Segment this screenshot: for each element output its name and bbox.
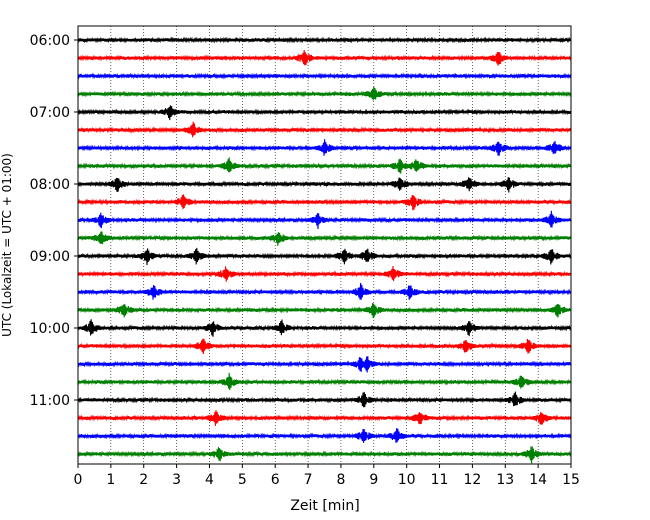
seismogram-trace	[77, 356, 572, 373]
seismogram-trace	[77, 36, 572, 44]
seismogram-trace	[77, 231, 572, 246]
x-tick-label: 5	[238, 472, 247, 488]
seismogram-trace	[77, 139, 572, 156]
y-tick-label: 08:00	[30, 177, 70, 193]
seismogram-trace	[77, 428, 572, 443]
x-tick-label: 4	[205, 472, 214, 488]
grid-lines	[110, 26, 539, 464]
x-tick-label: 9	[369, 472, 378, 488]
y-axis-label: UTC (Lokalzeit = UTC + 01:00)	[0, 153, 14, 337]
seismogram-trace	[77, 121, 572, 138]
seismogram-trace	[77, 282, 572, 300]
seismogram-trace	[77, 319, 572, 337]
y-tick-label: 11:00	[30, 393, 70, 409]
x-tick-label: 0	[74, 472, 83, 488]
seismogram-trace	[77, 72, 572, 80]
x-axis-label: Zeit [min]	[290, 498, 359, 514]
y-tick-label: 07:00	[30, 105, 70, 121]
y-tick-label: 10:00	[30, 321, 70, 337]
x-tick-label: 11	[431, 472, 449, 488]
x-tick-label: 8	[336, 472, 345, 488]
seismogram-trace	[77, 247, 572, 265]
x-tick-label: 2	[139, 472, 148, 488]
seismogram-trace	[77, 194, 572, 211]
x-tick-label: 12	[463, 472, 481, 488]
seismogram-trace	[77, 410, 572, 426]
x-tick-label: 10	[398, 472, 416, 488]
seismogram-trace	[77, 446, 572, 464]
seismogram-trace	[77, 372, 572, 391]
x-tick-label: 6	[271, 472, 280, 488]
plot-frame	[77, 25, 572, 465]
y-axis-ticks: 06:00 07:00 08:00 09:00 10:00 11:00	[30, 33, 78, 409]
seismogram-trace	[77, 266, 572, 282]
seismogram-traces	[77, 36, 572, 464]
seismogram-trace	[77, 391, 572, 408]
x-tick-label: 15	[562, 472, 580, 488]
y-tick-label: 09:00	[30, 249, 70, 265]
x-tick-label: 3	[172, 472, 181, 488]
seismogram-trace	[77, 210, 572, 230]
seismogram-trace	[77, 105, 572, 121]
x-tick-label: 7	[304, 472, 313, 488]
seismogram-trace	[77, 338, 572, 354]
x-tick-label: 13	[496, 472, 514, 488]
x-tick-label: 1	[106, 472, 115, 488]
seismogram-trace	[77, 157, 572, 174]
seismogram-trace	[77, 86, 572, 101]
seismogram-trace	[77, 177, 572, 193]
x-axis-ticks: 0 1 2 3 4 5 6 7 8 9 10 11 12 13 14 15	[74, 464, 580, 488]
seismogram-trace	[77, 50, 572, 66]
x-tick-label: 14	[529, 472, 547, 488]
y-tick-label: 06:00	[30, 33, 70, 49]
seismogram-trace	[77, 303, 572, 319]
